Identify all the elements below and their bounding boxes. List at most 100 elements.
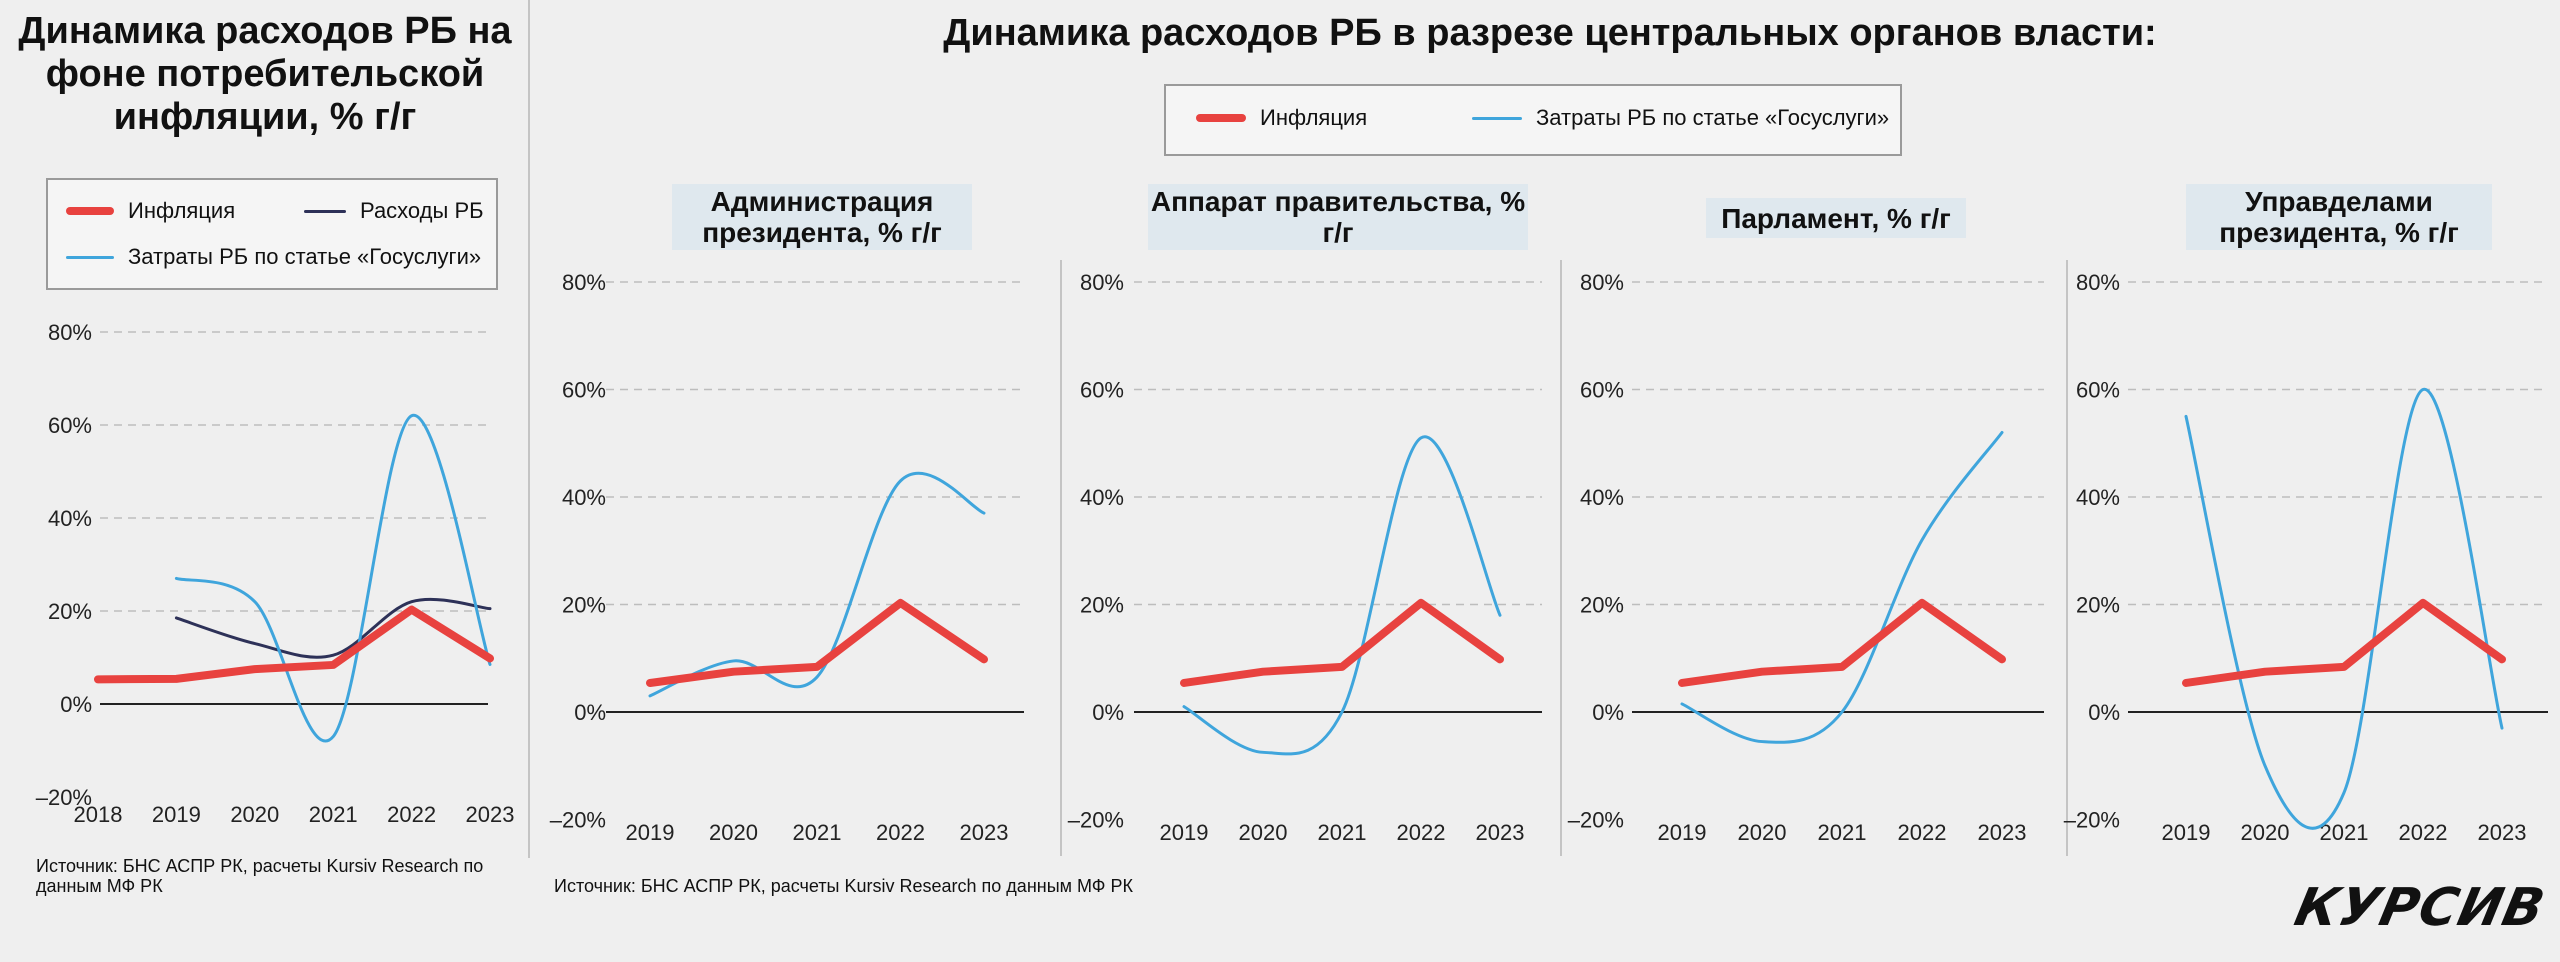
inflation-series-line bbox=[94, 605, 494, 684]
y-tick-label: 80% bbox=[48, 320, 92, 345]
main-legend: Инфляция Затраты РБ по статье «Госуслуги… bbox=[1164, 84, 1902, 156]
x-tick-label: 2021 bbox=[1818, 820, 1867, 845]
x-tick-label: 2019 bbox=[1160, 820, 1209, 845]
y-tick-label: 40% bbox=[1080, 485, 1124, 510]
x-tick-label: 2021 bbox=[309, 802, 358, 827]
legend-item-inflation: Инфляция bbox=[66, 198, 235, 224]
legend-label-gosuslugi: Затраты РБ по статье «Госуслуги» bbox=[128, 244, 482, 269]
legend-label-spending: Расходы РБ bbox=[360, 198, 484, 223]
x-tick-label: 2019 bbox=[2162, 820, 2211, 845]
y-tick-label: 80% bbox=[1580, 270, 1624, 295]
inflation-series-line bbox=[2182, 598, 2506, 687]
inflation-series-line bbox=[1678, 598, 2006, 687]
y-tick-label: 80% bbox=[562, 270, 606, 295]
legend-label-inflation: Инфляция bbox=[1260, 105, 1368, 130]
left-chart-title: Динамика расходов РБ на фоне потребитель… bbox=[18, 10, 512, 138]
x-tick-label: 2022 bbox=[387, 802, 436, 827]
legend-item-gosuslugi: Затраты РБ по статье «Госуслуги» bbox=[66, 244, 481, 270]
x-tick-label: 2023 bbox=[1978, 820, 2027, 845]
administration-line-chart: 80% 60% 40% 20% 0% –20% 2019 2020 2021 2022 2023 bbox=[550, 270, 1024, 845]
x-tick-label: 2022 bbox=[1397, 820, 1446, 845]
y-tick-label: 20% bbox=[1080, 593, 1124, 618]
y-tick-label: 0% bbox=[60, 692, 92, 717]
panel-divider-1 bbox=[1060, 260, 1062, 856]
panel-divider-2 bbox=[1560, 260, 1562, 856]
y-tick-label: 80% bbox=[2076, 270, 2120, 295]
x-tick-label: 2023 bbox=[960, 820, 1009, 845]
legend-label-inflation: Инфляция bbox=[128, 198, 236, 223]
x-tick-label: 2020 bbox=[2241, 820, 2290, 845]
x-tick-label: 2020 bbox=[1738, 820, 1787, 845]
y-tick-label: 20% bbox=[48, 599, 92, 624]
gosuslugi-series-line bbox=[2184, 387, 2504, 830]
left-divider bbox=[528, 0, 530, 858]
inflation-line-swatch bbox=[66, 207, 114, 215]
x-tick-label: 2023 bbox=[1476, 820, 1525, 845]
y-tick-label: 80% bbox=[1080, 270, 1124, 295]
upravdelami-line-chart: 80% 60% 40% 20% 0% –20% 2019 2020 2021 2022 2023 bbox=[2064, 270, 2548, 845]
x-tick-label: 2022 bbox=[1898, 820, 1947, 845]
gosuslugi-line-swatch bbox=[1472, 116, 1522, 120]
panel-title-government: Аппарат правительства, % г/г bbox=[1148, 184, 1528, 250]
main-source-note: Источник: БНС АСПР РК, расчеты Kursiv Re… bbox=[554, 876, 1133, 896]
y-tick-label: 60% bbox=[48, 413, 92, 438]
x-tick-label: 2023 bbox=[466, 802, 515, 827]
y-tick-label: 60% bbox=[1580, 378, 1624, 403]
legend-item-spending: Расходы РБ bbox=[304, 198, 484, 224]
legend-item-gosuslugi: Затраты РБ по статье «Госуслуги» bbox=[1472, 105, 1889, 131]
y-tick-label: 60% bbox=[1080, 378, 1124, 403]
y-tick-label: –20% bbox=[1568, 808, 1624, 833]
y-tick-label: –20% bbox=[36, 785, 92, 810]
x-tick-label: 2022 bbox=[2399, 820, 2448, 845]
x-tick-label: 2021 bbox=[793, 820, 842, 845]
legend-label-gosuslugi: Затраты РБ по статье «Госуслуги» bbox=[1536, 105, 1890, 130]
x-tick-label: 2023 bbox=[2478, 820, 2527, 845]
x-tick-label: 2020 bbox=[1239, 820, 1288, 845]
left-legend: Инфляция Расходы РБ Затраты РБ по статье… bbox=[46, 178, 498, 290]
x-tick-label: 2019 bbox=[1658, 820, 1707, 845]
x-tick-label: 2019 bbox=[152, 802, 201, 827]
y-tick-label: –20% bbox=[550, 808, 606, 833]
panel-title-administration: Администрация президента, % г/г bbox=[672, 184, 972, 250]
spending-series-line bbox=[174, 597, 492, 659]
gosuslugi-line-swatch bbox=[66, 255, 114, 259]
gosuslugi-series-line bbox=[1182, 435, 1502, 756]
government-line-chart: 80% 60% 40% 20% 0% –20% 2019 2020 2021 2022 2023 bbox=[1068, 270, 1542, 845]
y-tick-label: –20% bbox=[1068, 808, 1124, 833]
main-title: Динамика расходов РБ в разрезе центральн… bbox=[943, 12, 2157, 54]
y-tick-label: 60% bbox=[2076, 378, 2120, 403]
panel-title-parliament: Парламент, % г/г bbox=[1706, 198, 1966, 238]
y-tick-label: 0% bbox=[2088, 700, 2120, 725]
x-tick-label: 2021 bbox=[1318, 820, 1367, 845]
y-tick-label: 40% bbox=[1580, 485, 1624, 510]
left-source-note: Источник: БНС АСПР РК, расчеты Kursiv Re… bbox=[36, 856, 484, 896]
x-tick-label: 2020 bbox=[709, 820, 758, 845]
y-tick-label: 40% bbox=[562, 485, 606, 510]
panel-title-upravdelami: Управделами президента, % г/г bbox=[2186, 184, 2492, 250]
y-tick-label: 40% bbox=[2076, 485, 2120, 510]
x-tick-label: 2018 bbox=[74, 802, 123, 827]
y-tick-label: 0% bbox=[574, 700, 606, 725]
y-tick-label: 20% bbox=[562, 593, 606, 618]
y-tick-label: 20% bbox=[2076, 593, 2120, 618]
inflation-line-swatch bbox=[1196, 114, 1246, 122]
y-tick-label: 0% bbox=[1092, 700, 1124, 725]
kursiv-logo: КУРСИВ bbox=[2289, 878, 2551, 938]
y-tick-label: 0% bbox=[1592, 700, 1624, 725]
inflation-series-line bbox=[646, 598, 988, 687]
gosuslugi-series-line bbox=[174, 414, 492, 743]
gosuslugi-series-line bbox=[1680, 431, 2004, 744]
y-tick-label: –20% bbox=[2064, 808, 2120, 833]
y-tick-label: 40% bbox=[48, 506, 92, 531]
y-tick-label: 60% bbox=[562, 378, 606, 403]
legend-item-inflation: Инфляция bbox=[1196, 105, 1367, 131]
x-tick-label: 2020 bbox=[230, 802, 279, 827]
left-line-chart: 80% 60% 40% 20% 0% –20%2018 2019 2020 2021 2022 20… bbox=[36, 320, 515, 827]
parliament-line-chart: 80% 60% 40% 20% 0% –20% 2019 2020 2021 2022 2023 bbox=[1568, 270, 2044, 845]
y-tick-label: 20% bbox=[1580, 593, 1624, 618]
panel-divider-3 bbox=[2066, 260, 2068, 856]
x-tick-label: 2022 bbox=[876, 820, 925, 845]
inflation-series-line bbox=[1180, 598, 1504, 687]
x-tick-label: 2019 bbox=[626, 820, 675, 845]
spending-line-swatch bbox=[304, 209, 346, 213]
